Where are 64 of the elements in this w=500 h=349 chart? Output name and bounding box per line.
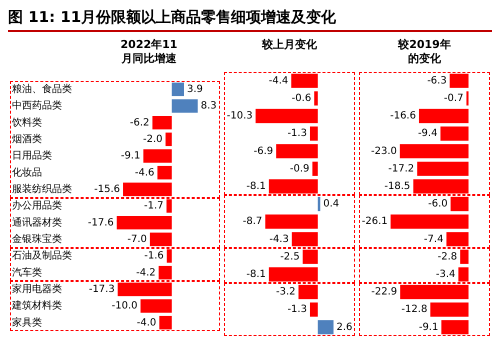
data-label: -9.1 xyxy=(418,322,438,333)
text: 图 11: 11月份限额以上商品零售细项增速及变化 xyxy=(8,8,492,32)
data-label: -4.2 xyxy=(136,267,156,278)
data-label: -18.5 xyxy=(384,180,410,192)
data-label: -7.4 xyxy=(424,234,444,245)
y-tick-label: 粮油、食品类 xyxy=(12,82,72,95)
y-tick-label: 办公用品类 xyxy=(12,200,62,212)
y-tick-label: 通讯器材类 xyxy=(12,216,62,228)
data-label: -22.9 xyxy=(371,286,398,298)
data-label: 8.3 xyxy=(200,100,217,112)
data-label: -8.1 xyxy=(246,180,266,192)
y-tick-label: 金银珠宝类 xyxy=(12,232,62,245)
data-label: -12.8 xyxy=(401,304,428,316)
data-label: -8.7 xyxy=(242,216,262,228)
chart-title: 较2019年的变化 xyxy=(396,38,452,67)
data-label: -1.3 xyxy=(287,304,307,316)
data-label: -2.5 xyxy=(280,251,300,262)
data-label: 2.6 xyxy=(336,322,352,333)
data-label: 0.4 xyxy=(323,198,340,210)
data-label: -17.3 xyxy=(88,284,115,295)
data-label: -3.4 xyxy=(436,268,456,280)
data-label: -10.3 xyxy=(226,110,253,122)
data-label: -6.2 xyxy=(130,117,150,128)
data-label: -26.1 xyxy=(362,216,388,228)
data-label: -1.7 xyxy=(144,200,164,212)
y-tick-label: 家具类 xyxy=(12,316,42,328)
chart-title: 较上月变化 xyxy=(261,38,318,53)
data-label: -1.3 xyxy=(287,128,307,140)
data-label: -3.2 xyxy=(276,286,296,298)
data-label: -7.0 xyxy=(127,234,147,245)
data-label: -4.3 xyxy=(269,234,289,245)
data-label: -6.3 xyxy=(427,75,447,86)
data-label: -2.0 xyxy=(143,134,163,145)
data-label: -17.2 xyxy=(388,163,414,174)
data-label: -8.1 xyxy=(246,268,266,280)
y-tick-label: 烟酒类 xyxy=(12,132,42,145)
data-label: 3.9 xyxy=(186,84,203,95)
data-label: -1.6 xyxy=(144,250,164,262)
data-label: -15.6 xyxy=(94,184,120,195)
data-label: -4.0 xyxy=(136,317,156,328)
y-tick-label: 中西药品类 xyxy=(12,100,62,112)
data-label: -0.6 xyxy=(292,92,312,104)
chart-title: 2022年11月同比增速 xyxy=(120,38,178,67)
data-label: -9.4 xyxy=(418,128,438,140)
y-tick-label: 石油及制品类 xyxy=(12,250,72,262)
data-label: -10.0 xyxy=(112,300,138,312)
y-tick-label: 日用品类 xyxy=(12,150,52,162)
y-tick-label: 建筑材料类 xyxy=(11,300,62,312)
y-tick-label: 化妆品 xyxy=(12,166,42,178)
data-label: -17.6 xyxy=(88,217,114,228)
y-tick-label: 服装纺织品类 xyxy=(12,182,72,195)
data-label: -4.4 xyxy=(268,75,288,86)
data-label: -9.1 xyxy=(120,150,140,162)
data-label: -6.9 xyxy=(254,146,274,157)
data-label: -23.0 xyxy=(370,146,397,157)
data-label: -0.7 xyxy=(444,92,464,104)
y-tick-label: 饮料类 xyxy=(11,116,42,128)
y-tick-label: 家用电器类 xyxy=(12,282,62,295)
data-label: -0.9 xyxy=(290,163,310,174)
data-label: -6.0 xyxy=(428,198,448,210)
data-label: -4.6 xyxy=(134,167,154,178)
data-label: -2.8 xyxy=(438,251,458,262)
data-label: -16.6 xyxy=(390,110,416,122)
y-tick-label: 汽车类 xyxy=(12,266,42,278)
